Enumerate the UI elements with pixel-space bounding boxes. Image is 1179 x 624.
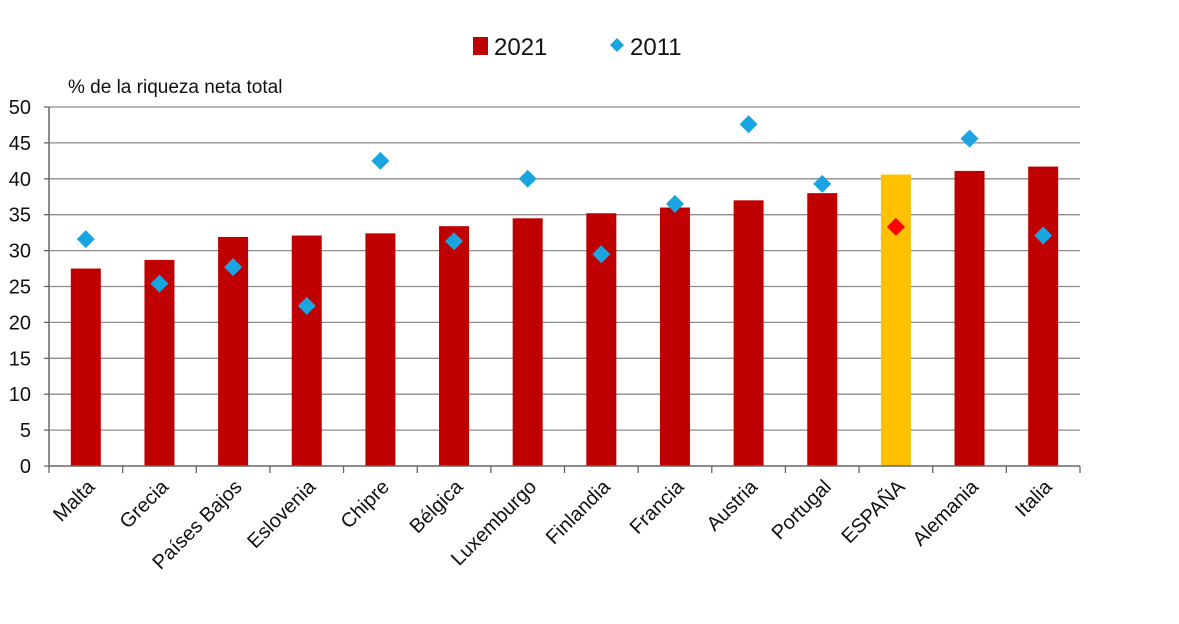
- y-tick-label-20: 20: [9, 312, 31, 334]
- marker-2011-10: [813, 174, 832, 193]
- legend-swatch-2021: [473, 37, 488, 55]
- y-tick-label-40: 40: [9, 169, 31, 191]
- y-tick-label-35: 35: [9, 205, 31, 227]
- x-tick-label-12: Alemania: [909, 475, 984, 550]
- bar-2021-6: [512, 218, 543, 466]
- axes: [44, 106, 1081, 473]
- marker-2011-3: [297, 296, 316, 315]
- y-tick-label-25: 25: [9, 277, 31, 299]
- gridlines: [49, 106, 1080, 431]
- bar-2021-4: [365, 233, 396, 466]
- bar-2021-0: [70, 268, 101, 466]
- x-tick-label-13: Italia: [1011, 475, 1057, 521]
- y-tick-label-10: 10: [9, 384, 31, 406]
- marker-2011-11: [886, 217, 905, 236]
- y-tick-label-50: 50: [9, 97, 31, 119]
- markers-2011: [76, 115, 1053, 315]
- x-tick-label-7: Finlandia: [542, 475, 616, 549]
- y-tick-label-0: 0: [20, 456, 31, 478]
- bar-2021-8: [659, 207, 690, 466]
- y-tick-label-30: 30: [9, 241, 31, 263]
- bar-2021-13: [1028, 166, 1059, 466]
- x-tick-label-1: Grecia: [116, 475, 174, 533]
- marker-2011-1: [150, 274, 169, 293]
- y-tick-label-5: 5: [20, 420, 31, 442]
- legend-label-2011: 2011: [630, 34, 682, 61]
- y-tick-label-45: 45: [9, 133, 31, 155]
- marker-2011-5: [445, 232, 464, 251]
- x-tick-label-3: Eslovenia: [243, 475, 320, 552]
- y-tick-label-15: 15: [9, 348, 31, 370]
- y-tick-labels: 0 5 10 15 20 25 30 35 40 45 50: [9, 97, 31, 478]
- bar-2021-3: [291, 235, 322, 466]
- legend: 2021 2011: [473, 34, 682, 61]
- marker-2011-4: [371, 151, 390, 170]
- y-axis-label: % de la riqueza neta total: [68, 77, 282, 98]
- x-tick-label-8: Francia: [626, 475, 689, 538]
- bar-2021-10: [807, 193, 838, 466]
- marker-2011-9: [739, 115, 758, 134]
- x-tick-label-4: Chipre: [337, 476, 394, 533]
- bars-2021: [70, 166, 1059, 467]
- marker-2011-12: [960, 129, 979, 148]
- marker-2011-2: [224, 258, 243, 277]
- x-tick-label-0: Malta: [49, 475, 100, 526]
- marker-2011-7: [592, 245, 611, 264]
- x-tick-label-10: Portugal: [768, 476, 836, 544]
- x-tick-label-11: ESPAÑA: [836, 474, 910, 548]
- x-tick-label-5: Bélgica: [406, 475, 469, 538]
- bar-2021-9: [733, 200, 764, 466]
- marker-2011-0: [76, 230, 95, 249]
- bar-2021-5: [439, 226, 470, 466]
- bar-2021-1: [144, 259, 175, 466]
- x-tick-label-9: Austria: [703, 475, 763, 535]
- legend-swatch-2011: [610, 38, 624, 52]
- marker-2011-8: [665, 194, 684, 213]
- marker-2011-6: [518, 169, 537, 188]
- legend-label-2021: 2021: [494, 34, 547, 61]
- marker-2011-13: [1034, 226, 1053, 245]
- bar-2021-12: [954, 170, 985, 467]
